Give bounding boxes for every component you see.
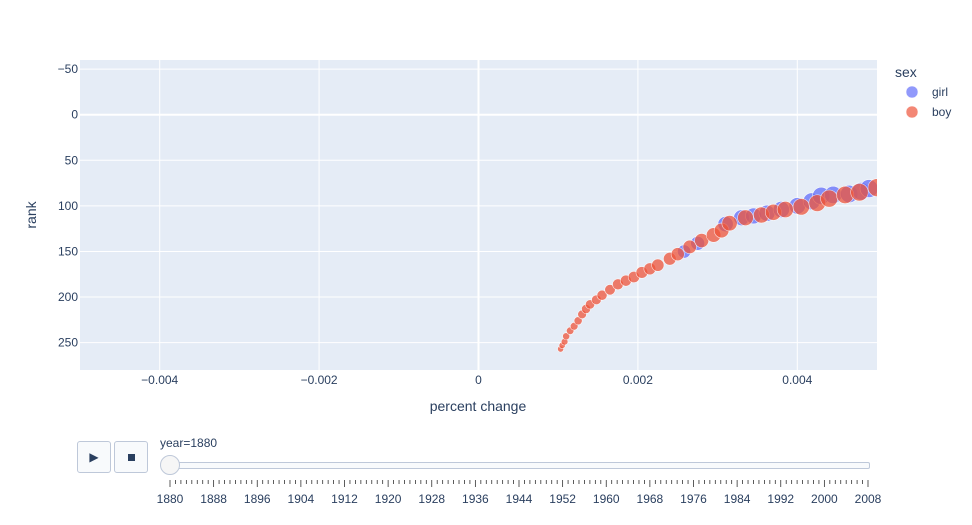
- x-axis-title: percent change: [430, 398, 527, 414]
- data-points: [557, 178, 877, 353]
- data-point-boy: [792, 198, 810, 216]
- data-point-boy: [820, 189, 839, 208]
- y-tick-label: 50: [65, 153, 79, 167]
- data-point-boy: [651, 258, 665, 272]
- slider-step-label[interactable]: 1888: [200, 492, 227, 506]
- legend-label-boy: boy: [932, 105, 951, 119]
- y-tick-label: 150: [58, 244, 78, 258]
- data-point-boy: [604, 284, 616, 296]
- slider-track[interactable]: [170, 462, 870, 469]
- slider-step-label[interactable]: 1896: [244, 492, 271, 506]
- slider-step-label[interactable]: 1920: [375, 492, 402, 506]
- slider-step-label[interactable]: 1928: [418, 492, 445, 506]
- slider-step-label[interactable]: 1912: [331, 492, 358, 506]
- legend-item-boy[interactable]: boy: [905, 105, 951, 119]
- slider-current-value: year=1880: [160, 436, 218, 450]
- slider-step-label[interactable]: 1936: [462, 492, 489, 506]
- slider-step-label[interactable]: 2000: [811, 492, 838, 506]
- stop-icon: [127, 453, 135, 461]
- play-icon: ▶: [89, 450, 99, 464]
- x-tick-label: 0.002: [623, 373, 653, 387]
- y-tick-label: 0: [71, 108, 78, 122]
- data-point-boy: [682, 239, 697, 255]
- slider-step-label[interactable]: 1976: [680, 492, 707, 506]
- slider-step-label[interactable]: 1968: [637, 492, 664, 506]
- slider-step-label[interactable]: 1952: [549, 492, 576, 506]
- slider-step-label[interactable]: 2008: [855, 492, 882, 506]
- data-point-boy: [737, 209, 754, 226]
- slider-step-label[interactable]: 1960: [593, 492, 620, 506]
- grid-lines: [80, 60, 877, 370]
- play-button[interactable]: ▶: [77, 441, 111, 473]
- legend-title: sex: [895, 64, 917, 80]
- x-tick-label: −0.002: [301, 373, 338, 387]
- stop-button[interactable]: [114, 441, 148, 473]
- legend-item-girl[interactable]: girl: [905, 85, 948, 99]
- legend-marker-girl: [905, 85, 919, 99]
- data-point-boy: [596, 289, 608, 301]
- data-point-boy: [776, 201, 794, 219]
- y-tick-label: 200: [58, 290, 78, 304]
- slider-step-label[interactable]: 1984: [724, 492, 751, 506]
- legend: sex girl boy: [895, 64, 951, 119]
- slider-step-label[interactable]: 1904: [288, 492, 315, 506]
- y-axis-title: rank: [23, 200, 39, 228]
- data-point-boy: [721, 215, 738, 232]
- data-point-boy: [850, 183, 869, 202]
- x-tick-label: −0.004: [141, 373, 178, 387]
- x-axis-ticks: −0.004 −0.002 0 0.002 0.004: [141, 373, 812, 387]
- slider-step-label[interactable]: 1944: [506, 492, 533, 506]
- y-axis-ticks: −50 0 50 100 150 200 250: [58, 62, 79, 350]
- x-tick-label: 0: [475, 373, 482, 387]
- legend-marker-boy: [905, 105, 919, 119]
- slider-ticks: 1880 1888 1896 1904 1912 1920 1928 1936 1944 1952…: [157, 480, 882, 506]
- y-tick-label: 100: [58, 199, 78, 213]
- slider-handle[interactable]: [160, 455, 180, 475]
- data-point-boy: [562, 332, 571, 341]
- slider-step-label[interactable]: 1992: [767, 492, 794, 506]
- y-tick-label: −50: [58, 62, 79, 76]
- legend-label-girl: girl: [932, 85, 948, 99]
- y-tick-label: 250: [58, 336, 78, 350]
- data-point-boy: [867, 178, 877, 197]
- data-point-boy: [670, 247, 685, 262]
- x-tick-label: 0.004: [782, 373, 812, 387]
- slider-step-label[interactable]: 1880: [157, 492, 184, 506]
